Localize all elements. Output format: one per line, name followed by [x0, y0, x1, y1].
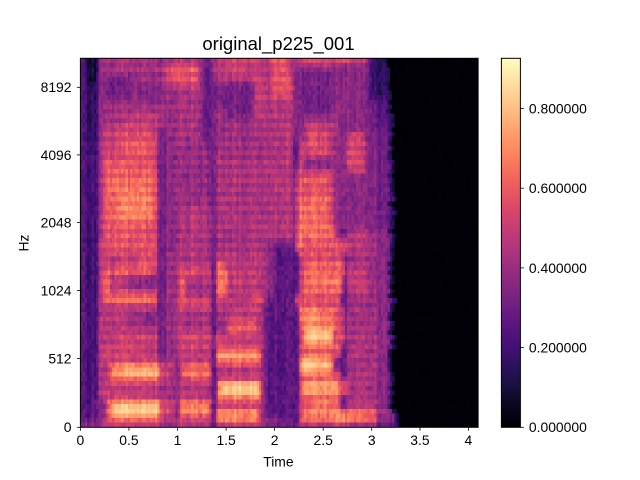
- svg-text:0.400000: 0.400000: [529, 260, 587, 276]
- svg-text:2.5: 2.5: [314, 432, 334, 448]
- svg-text:2: 2: [271, 432, 279, 448]
- svg-text:Time: Time: [263, 453, 294, 469]
- svg-text:0: 0: [64, 419, 72, 435]
- svg-text:0: 0: [77, 432, 85, 448]
- svg-text:3.5: 3.5: [410, 432, 430, 448]
- svg-text:0.000000: 0.000000: [529, 419, 587, 435]
- svg-text:4: 4: [465, 432, 473, 448]
- svg-text:0.200000: 0.200000: [529, 340, 587, 356]
- svg-text:0.600000: 0.600000: [529, 180, 587, 196]
- svg-text:4096: 4096: [41, 147, 72, 163]
- svg-text:1.5: 1.5: [216, 432, 236, 448]
- svg-text:original_p225_001: original_p225_001: [202, 33, 354, 55]
- svg-text:0.5: 0.5: [119, 432, 139, 448]
- svg-text:2048: 2048: [41, 214, 72, 230]
- svg-text:Hz: Hz: [16, 234, 32, 251]
- svg-text:8192: 8192: [41, 79, 72, 95]
- svg-text:1024: 1024: [41, 282, 72, 298]
- svg-text:3: 3: [368, 432, 376, 448]
- svg-text:0.800000: 0.800000: [529, 100, 587, 116]
- svg-text:1: 1: [174, 432, 182, 448]
- svg-text:512: 512: [48, 350, 71, 366]
